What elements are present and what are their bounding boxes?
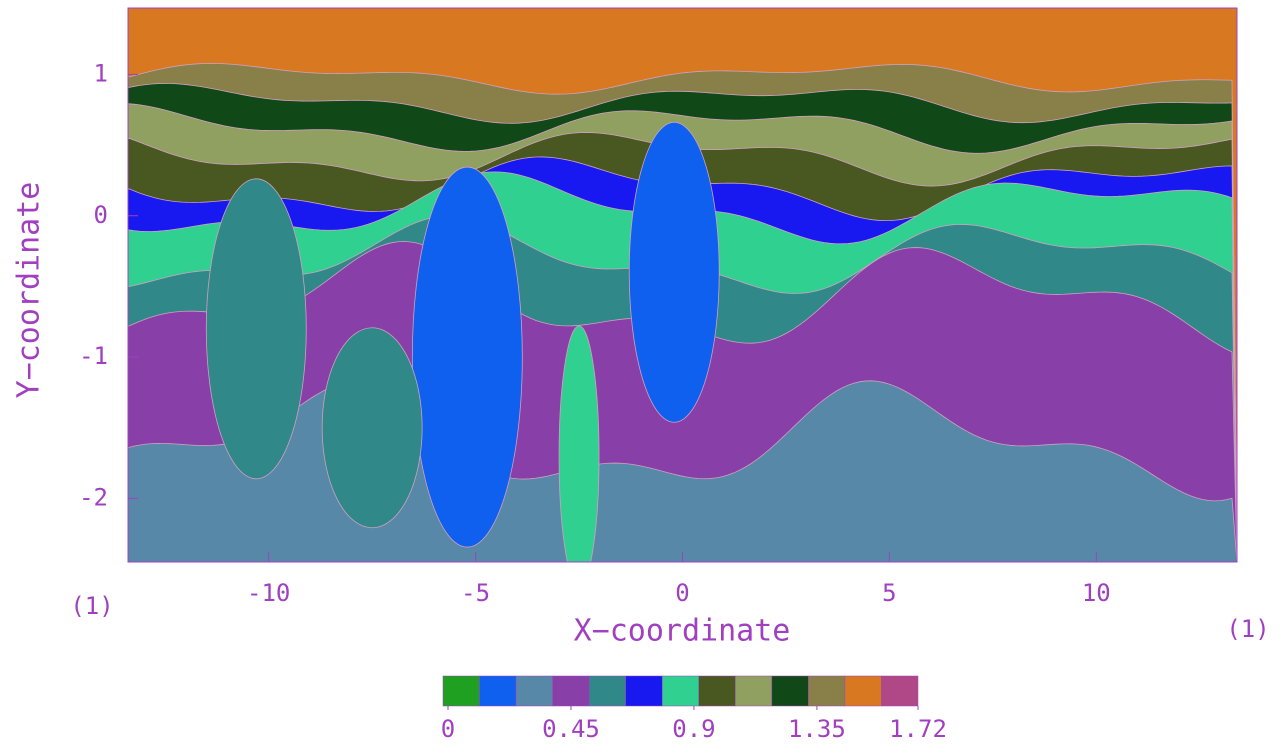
contour-fill [411,166,523,548]
colorbar-segment [588,675,626,707]
contour-fill [205,178,307,480]
y-tick-label: 0 [94,201,108,229]
colorbar-segment [698,675,736,707]
colorbar-segment [552,675,590,707]
x-unit-label: (1) [70,592,113,620]
x-tick-label: -5 [461,579,490,607]
x-unit-label: (1) [1226,615,1269,643]
colorbar-tick-label: 1.35 [788,715,846,743]
x-tick-label: -10 [247,579,290,607]
colorbar-segment [808,675,846,707]
contour-fill [321,327,423,529]
colorbar-segment [844,675,882,707]
contour-fill [558,325,600,562]
colorbar-segment [515,675,553,707]
colorbar-segment [881,675,919,707]
x-tick-label: 0 [675,579,689,607]
colorbar-segment [625,675,663,707]
y-tick-label: -1 [79,342,108,370]
x-tick-label: 5 [882,579,896,607]
x-axis-title: X−coordinate [574,614,791,649]
contour-fill [628,121,720,423]
colorbar-tick-label: 1.72 [889,715,947,743]
colorbar-segment [735,675,773,707]
colorbar-segment [479,675,517,707]
x-tick-label: 10 [1082,579,1111,607]
y-tick-label: 1 [94,59,108,87]
colorbar-segment [771,675,809,707]
colorbar-segment [661,675,700,707]
colorbar-tick-label: 0 [441,715,455,743]
y-axis-title: Y−coordinate [12,182,47,399]
colorbar-tick-label: 0.9 [672,715,715,743]
y-tick-label: -2 [79,483,108,511]
colorbar-tick-label: 0.45 [542,715,600,743]
colorbar-segment [442,675,480,707]
contour-field [128,8,1237,562]
